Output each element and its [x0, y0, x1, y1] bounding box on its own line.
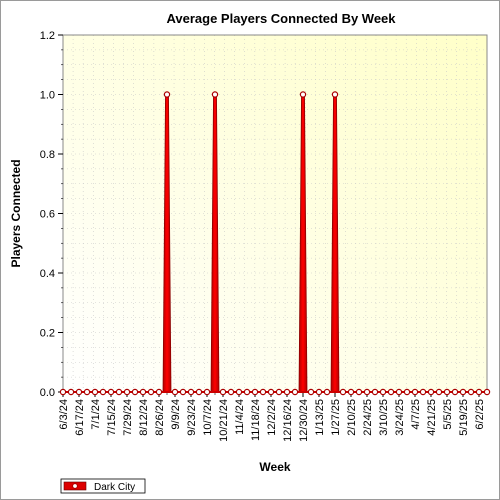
series-point — [211, 91, 219, 98]
series-point — [419, 388, 427, 396]
chart-title: Average Players Connected By Week — [166, 11, 396, 26]
series-point — [155, 388, 163, 396]
series-point — [195, 388, 203, 396]
series-point — [179, 388, 187, 396]
x-tick-label: 12/2/24 — [266, 399, 278, 436]
x-tick-label: 8/26/24 — [154, 399, 166, 436]
x-tick-label: 6/2/25 — [474, 399, 486, 430]
series-point — [435, 388, 443, 396]
y-axis-label: Players Connected — [9, 159, 23, 267]
series-point — [259, 388, 267, 396]
series-point — [147, 388, 155, 396]
x-tick-label: 7/1/24 — [90, 399, 102, 430]
series-point — [139, 388, 147, 396]
series-point — [395, 388, 403, 396]
series-point — [235, 388, 243, 396]
x-tick-label: 9/23/24 — [186, 399, 198, 436]
x-tick-label: 2/10/25 — [346, 399, 358, 436]
series-point — [323, 388, 331, 396]
y-tick-label: 1.0 — [40, 90, 55, 102]
x-tick-label: 4/7/25 — [410, 399, 422, 430]
series-point — [243, 388, 251, 396]
series-point — [291, 388, 299, 396]
series-point — [59, 388, 67, 396]
x-tick-label: 1/27/25 — [330, 399, 342, 436]
x-tick-label: 5/5/25 — [442, 399, 454, 430]
series-point — [443, 388, 451, 396]
x-tick-label: 5/19/25 — [458, 399, 470, 436]
series-point — [363, 388, 371, 396]
x-tick-label: 2/24/25 — [362, 399, 374, 436]
series-point — [315, 388, 323, 396]
x-tick-label: 11/4/24 — [234, 399, 246, 435]
series-point — [331, 91, 339, 98]
x-tick-label: 11/18/24 — [250, 399, 262, 441]
x-tick-label: 3/24/25 — [394, 399, 406, 436]
series-point — [451, 388, 459, 396]
series-point — [355, 388, 363, 396]
x-tick-label: 3/10/25 — [378, 399, 390, 436]
series-point — [467, 388, 475, 396]
y-tick-label: 0.0 — [40, 387, 55, 399]
series-point — [339, 388, 347, 396]
x-tick-label: 1/13/25 — [314, 399, 326, 436]
series-point — [371, 388, 379, 396]
series-point — [427, 388, 435, 396]
y-tick-label: 0.2 — [40, 328, 55, 340]
legend-marker — [72, 483, 78, 489]
y-tick-label: 0.8 — [40, 149, 55, 161]
series-point — [403, 388, 411, 396]
x-tick-label: 4/21/25 — [426, 399, 438, 436]
series-point — [123, 388, 131, 396]
x-tick-label: 6/17/24 — [74, 399, 86, 436]
x-tick-label: 10/21/24 — [218, 399, 230, 442]
series-point — [275, 388, 283, 396]
series-point — [283, 388, 291, 396]
series-point — [75, 388, 83, 396]
legend-label: Dark City — [94, 482, 135, 493]
series-point — [267, 388, 275, 396]
y-tick-label: 1.2 — [40, 30, 55, 42]
x-tick-label: 6/3/24 — [58, 399, 70, 430]
x-tick-label: 8/12/24 — [138, 399, 150, 436]
series-point — [99, 388, 107, 396]
series-point — [83, 388, 91, 396]
series-point — [227, 388, 235, 396]
series-point — [459, 388, 467, 396]
y-tick-label: 0.6 — [40, 209, 55, 221]
series-point — [163, 91, 171, 98]
series-point — [307, 388, 315, 396]
series-point — [91, 388, 99, 396]
series-point — [187, 388, 195, 396]
series-point — [219, 388, 227, 396]
series-point — [171, 388, 179, 396]
x-tick-label: 9/9/24 — [170, 399, 182, 430]
series-point — [299, 91, 307, 98]
series-point — [475, 388, 483, 396]
series-point — [411, 388, 419, 396]
series-point — [387, 388, 395, 396]
series-group — [59, 91, 491, 396]
series-point — [107, 388, 115, 396]
x-axis-label: Week — [259, 460, 290, 474]
series-point — [131, 388, 139, 396]
y-tick-label: 0.4 — [40, 268, 55, 280]
x-tick-label: 12/30/24 — [298, 399, 310, 442]
series-point — [251, 388, 259, 396]
series-point — [483, 388, 491, 396]
series-point — [347, 388, 355, 396]
series-point — [67, 388, 75, 396]
x-tick-label: 12/16/24 — [282, 399, 294, 442]
legend: Dark City — [60, 478, 146, 494]
x-tick-label: 7/29/24 — [122, 399, 134, 436]
x-tick-label: 7/15/24 — [106, 399, 118, 436]
series-point — [203, 388, 211, 396]
x-tick-label: 10/7/24 — [202, 399, 214, 436]
series-point — [115, 388, 123, 396]
series-point — [379, 388, 387, 396]
